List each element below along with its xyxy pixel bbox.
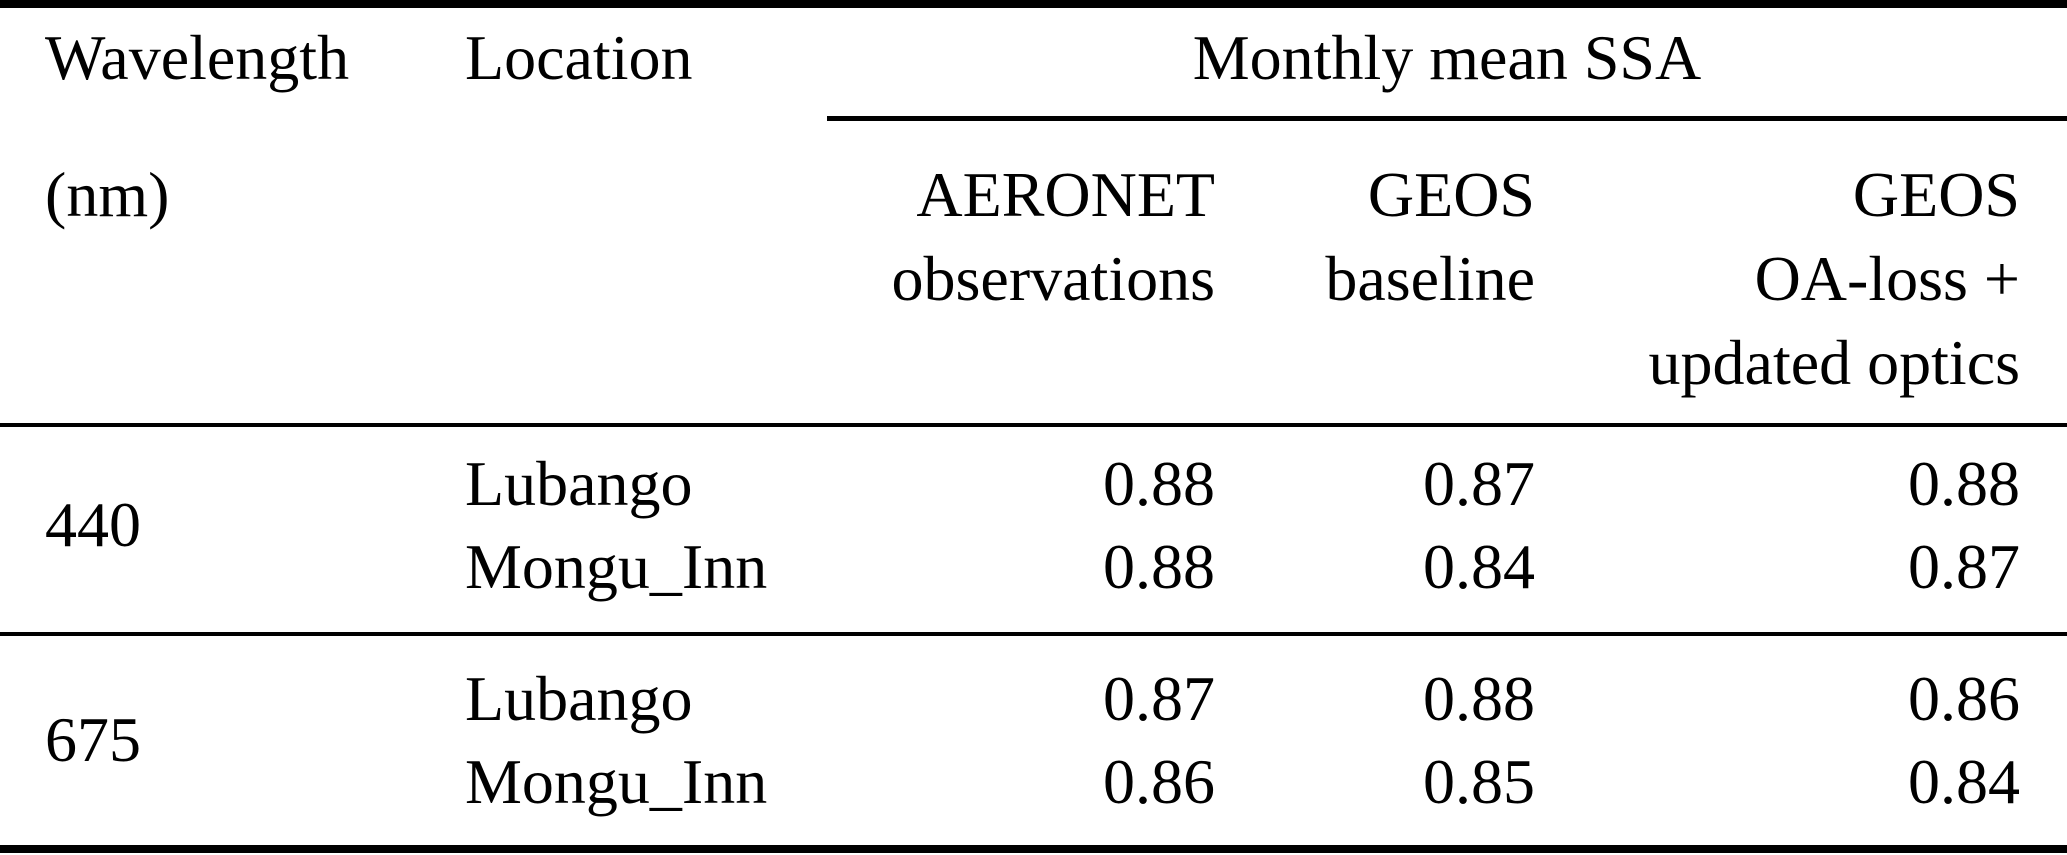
header-geos-updated-optics: GEOS OA-loss + updated optics — [1538, 121, 2067, 423]
row-group-440: 440 Lubango 0.88 0.87 0.88 Mongu_Inn 0.8… — [0, 427, 2067, 632]
table-header-row-2: (nm) AERONET observations GEOS baseline … — [0, 121, 2067, 427]
header-geos-baseline-line1: GEOS — [1367, 159, 1535, 230]
cell-geos-baseline-ssa: 0.87 — [1423, 448, 1535, 519]
row-group-675: 675 Lubango 0.87 0.88 0.86 Mongu_Inn 0.8… — [0, 636, 2067, 845]
header-location-label: Location — [465, 22, 693, 93]
header-wavelength-label: Wavelength — [45, 22, 350, 93]
cell-geos-updated-ssa: 0.84 — [1908, 746, 2020, 817]
cell-geos-baseline-ssa: 0.85 — [1423, 746, 1535, 817]
cell-location: Lubango — [465, 663, 693, 734]
header-geos-updated-line3: updated optics — [1648, 327, 2020, 398]
cell-location: Lubango — [465, 448, 693, 519]
header-geos-baseline: GEOS baseline — [1218, 121, 1538, 423]
header-aeronet-line2: observations — [891, 243, 1216, 314]
cell-location: Mongu_Inn — [465, 746, 768, 817]
header-wavelength-unit: (nm) — [45, 159, 170, 230]
header-geos-updated-line2: OA-loss + — [1754, 243, 2020, 314]
header-monthly-mean-ssa-label: Monthly mean SSA — [1192, 22, 1702, 93]
table-bottom-rule — [0, 845, 2067, 853]
cell-geos-updated-ssa: 0.86 — [1908, 663, 2020, 734]
header-geos-updated-line1: GEOS — [1852, 159, 2020, 230]
cell-location: Mongu_Inn — [465, 531, 768, 602]
table-header-row-1: Wavelength Location Monthly mean SSA — [0, 8, 2067, 121]
header-location-spacer — [465, 121, 827, 423]
group-separator-rule — [0, 632, 2067, 636]
cell-aeronet-ssa: 0.88 — [1103, 531, 1215, 602]
table-top-rule — [0, 0, 2067, 8]
cell-geos-updated-ssa: 0.88 — [1908, 448, 2020, 519]
cell-aeronet-ssa: 0.87 — [1103, 663, 1215, 734]
header-monthly-mean-ssa: Monthly mean SSA — [827, 8, 2067, 121]
header-aeronet-observations: AERONET observations — [827, 121, 1218, 423]
cell-geos-baseline-ssa: 0.84 — [1423, 531, 1535, 602]
cell-geos-baseline-ssa: 0.88 — [1423, 663, 1535, 734]
cell-wavelength-675: 675 — [45, 704, 141, 775]
cell-aeronet-ssa: 0.86 — [1103, 746, 1215, 817]
header-aeronet-line1: AERONET — [916, 159, 1215, 230]
cell-aeronet-ssa: 0.88 — [1103, 448, 1215, 519]
header-geos-baseline-line2: baseline — [1325, 243, 1535, 314]
cell-wavelength-440: 440 — [45, 489, 141, 560]
cell-geos-updated-ssa: 0.87 — [1908, 531, 2020, 602]
